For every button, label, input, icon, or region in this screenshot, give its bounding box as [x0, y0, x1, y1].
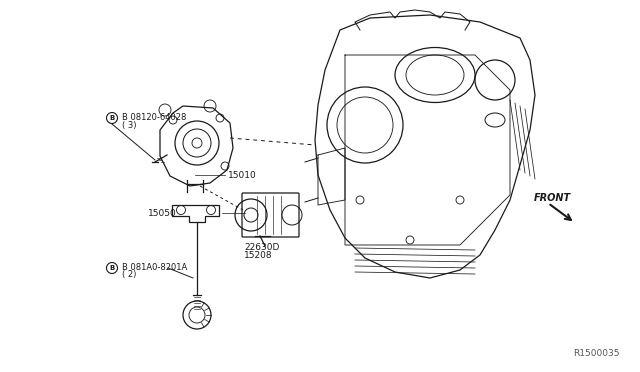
- Text: 15010: 15010: [228, 170, 257, 180]
- Text: B: B: [109, 265, 115, 271]
- Text: 15050: 15050: [148, 208, 177, 218]
- Text: B 08120-64028: B 08120-64028: [122, 112, 186, 122]
- Text: 22630D: 22630D: [244, 243, 280, 251]
- Text: 15208: 15208: [244, 251, 273, 260]
- Text: ( 2): ( 2): [122, 270, 136, 279]
- Text: B 081A0-8201A: B 081A0-8201A: [122, 263, 188, 272]
- Text: FRONT: FRONT: [534, 193, 571, 203]
- Text: ( 3): ( 3): [122, 121, 136, 129]
- Text: B: B: [109, 115, 115, 121]
- Text: R1500035: R1500035: [573, 349, 620, 358]
